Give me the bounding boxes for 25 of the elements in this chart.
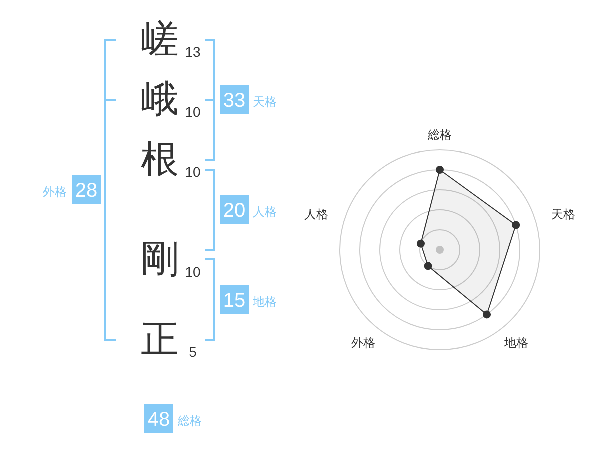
data-label: 10 bbox=[185, 164, 201, 180]
data-label: 5 bbox=[189, 344, 198, 360]
category-label: 峨 bbox=[141, 79, 179, 121]
spoke-label: 地格 bbox=[503, 336, 528, 350]
category-label: 天格 bbox=[253, 95, 277, 109]
data-label: 48 bbox=[148, 409, 170, 431]
category-label: 地格 bbox=[252, 295, 277, 309]
category-label: 人格 bbox=[253, 205, 277, 219]
data-label: 15 bbox=[223, 290, 246, 312]
category-label: 外格 bbox=[43, 185, 67, 199]
spoke-label: 総格 bbox=[427, 128, 452, 142]
spoke-label: 人格 bbox=[304, 207, 328, 222]
category-label: 嵯 bbox=[141, 19, 179, 61]
data-label: 33 bbox=[223, 90, 246, 112]
data-label: 10 bbox=[185, 264, 201, 280]
spoke-label: 天格 bbox=[552, 207, 576, 222]
data-label: 20 bbox=[223, 200, 246, 222]
data-label: 28 bbox=[75, 180, 98, 202]
category-label: 総格 bbox=[177, 414, 202, 428]
category-label: 根 bbox=[141, 139, 179, 181]
spoke-label: 外格 bbox=[352, 336, 376, 350]
data-label: 13 bbox=[185, 44, 201, 60]
category-label: 剛 bbox=[141, 239, 179, 281]
category-label: 正 bbox=[141, 319, 179, 361]
data-label: 10 bbox=[185, 104, 201, 120]
